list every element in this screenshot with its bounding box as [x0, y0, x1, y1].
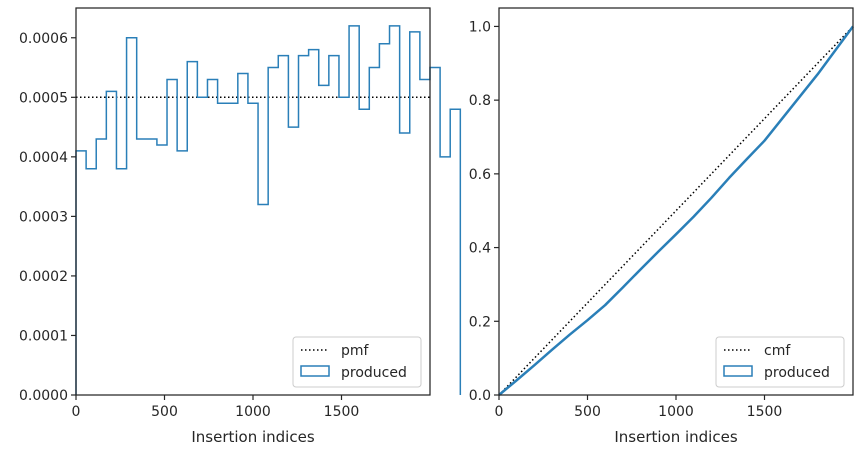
pmf-histogram-chart: 0.0000 0.0001 0.0002 0.0003 0.0004 0.0005 0.00… — [19, 7, 462, 446]
x-tick-label: 0 — [72, 404, 81, 420]
y-tick-label: 0.0003 — [19, 209, 68, 225]
y-tick-label: 0.0001 — [19, 328, 68, 344]
y-tick-label: 0.0000 — [19, 388, 68, 404]
histogram-bin — [76, 151, 86, 395]
histogram-bin — [116, 169, 126, 395]
legend: pmf produced — [292, 336, 422, 388]
produced-step-histogram — [75, 25, 462, 395]
cmf-point — [604, 304, 606, 306]
legend-produced-label: produced — [341, 365, 407, 381]
y-tick-label: 0.0 — [469, 388, 491, 404]
histogram-bin — [248, 103, 258, 395]
cmf-point — [675, 233, 677, 235]
legend-cmf-label: cmf — [764, 343, 791, 359]
cmf-point — [710, 197, 712, 199]
x-tick-label: 1000 — [658, 404, 694, 420]
cmf-point — [533, 364, 535, 366]
legend-pmf-label: pmf — [341, 343, 370, 359]
histogram-bin — [258, 204, 268, 395]
histogram-bin — [167, 79, 177, 395]
cmf-point — [817, 73, 819, 75]
x-axis-title: Insertion indices — [614, 428, 737, 446]
cmf-point — [569, 334, 571, 336]
legend-produced-label: produced — [764, 365, 830, 381]
x-tick-label: 1000 — [235, 404, 271, 420]
cmf-point — [799, 95, 801, 97]
cmf-point — [516, 379, 518, 381]
histogram-bin — [278, 56, 288, 395]
cmf-point — [834, 49, 836, 51]
cmf-line-chart: 0.0 0.2 0.4 0.6 0.8 1.0 0 500 1000 1500 Insertio… — [469, 7, 855, 446]
y-tick-label: 1.0 — [469, 19, 491, 35]
histogram-bin — [450, 109, 460, 395]
x-tick-label: 1500 — [324, 404, 360, 420]
histogram-bin — [268, 68, 278, 395]
y-tick-label: 0.0005 — [19, 90, 68, 106]
cmf-point — [551, 349, 553, 351]
cmf-point — [746, 158, 748, 160]
plot-area — [499, 8, 853, 395]
cmf-point — [640, 268, 642, 270]
x-tick-label: 500 — [574, 404, 601, 420]
cmf-reference-line — [498, 25, 854, 396]
plot-area — [76, 8, 430, 395]
histogram-bin — [238, 73, 248, 395]
x-tick-label: 1500 — [747, 404, 783, 420]
histogram-bin — [197, 97, 207, 395]
y-tick-label: 0.2 — [469, 314, 491, 330]
legend-produced-swatch — [300, 365, 330, 377]
legend: cmf produced — [715, 336, 845, 388]
cmf-point — [693, 216, 695, 218]
histogram-bin — [228, 103, 238, 395]
y-tick-label: 0.4 — [469, 241, 491, 257]
cmf-point — [781, 118, 783, 120]
cmf-point — [587, 319, 588, 321]
histogram-bin — [187, 62, 197, 395]
cmf-point — [657, 251, 659, 253]
histogram-bin — [106, 91, 116, 395]
legend-produced-swatch — [723, 365, 753, 377]
histogram-bin — [137, 139, 147, 395]
histogram-bin — [440, 157, 450, 395]
x-tick-label: 0 — [495, 404, 504, 420]
histogram-bin — [86, 169, 96, 395]
x-axis-title: Insertion indices — [191, 428, 314, 446]
y-tick-label: 0.0006 — [19, 31, 68, 47]
histogram-bin — [157, 145, 167, 395]
histogram-bin — [127, 38, 137, 395]
cmf-point — [764, 140, 765, 142]
histogram-bin — [177, 151, 187, 395]
histogram-bin — [96, 139, 106, 395]
y-tick-label: 0.0002 — [19, 269, 68, 285]
cmf-point — [622, 286, 624, 288]
cmf-point — [728, 177, 730, 179]
histogram-bin — [207, 79, 217, 395]
y-tick-label: 0.6 — [469, 167, 491, 183]
y-tick-label: 0.8 — [469, 93, 491, 109]
histogram-bin — [430, 68, 440, 395]
y-tick-label: 0.0004 — [19, 150, 68, 166]
x-tick-label: 500 — [151, 404, 178, 420]
histogram-bin — [147, 139, 157, 395]
histogram-bin — [218, 103, 228, 395]
